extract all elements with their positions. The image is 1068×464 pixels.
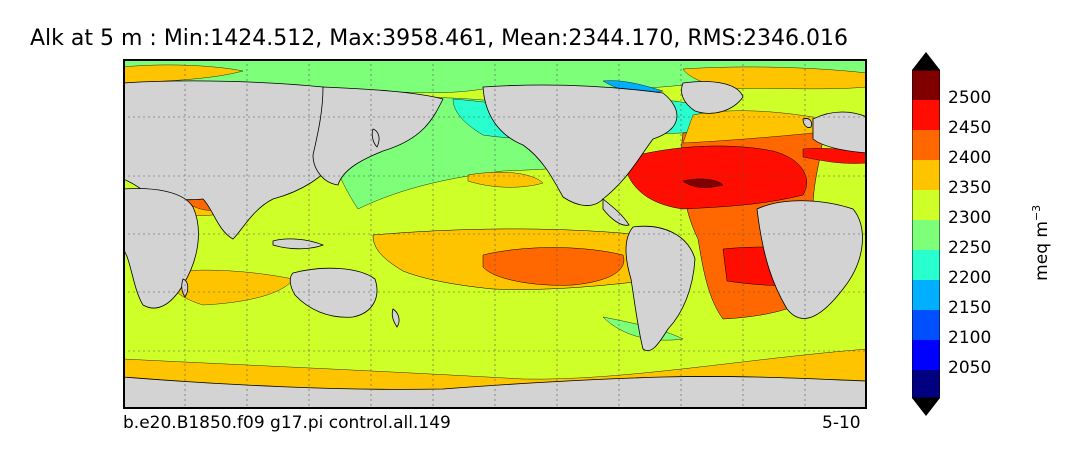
colorbar-tick-label: 2450 <box>948 118 992 138</box>
indonesia <box>272 238 325 250</box>
colorbar-tick-label: 2100 <box>948 328 992 348</box>
colorbar-bin <box>912 100 940 130</box>
atlantic-maroon <box>682 178 724 188</box>
south-america <box>625 225 696 352</box>
colorbar-bin <box>912 340 940 370</box>
colorbar-bin <box>912 130 940 160</box>
colorbar-tick-label: 2250 <box>948 238 992 258</box>
australia <box>289 267 378 318</box>
colorbar-extend-bottom <box>912 398 940 416</box>
greenland <box>681 81 744 114</box>
japan <box>371 128 380 148</box>
graticule <box>123 59 867 409</box>
colorbar-units-label: meq m−3 <box>1030 204 1052 281</box>
central-america <box>602 198 630 226</box>
europe-right <box>812 111 867 154</box>
colorbar-extend-top <box>912 52 940 70</box>
map-frame <box>123 59 867 409</box>
colorbar <box>911 52 941 416</box>
colorbar-tick-label: 2200 <box>948 268 992 288</box>
atlantic-red-north <box>622 145 807 210</box>
colorbar-bin <box>912 70 940 100</box>
colorbar-bin <box>912 370 940 398</box>
new-zealand <box>391 308 400 328</box>
case-name-label: b.e20.B1850.f09 g17.pi control.all.149 <box>123 413 451 433</box>
colorbar-bin <box>912 250 940 280</box>
colorbar-bin <box>912 310 940 340</box>
colorbar-tick-label: 2500 <box>948 88 992 108</box>
colorbar-tick-label: 2150 <box>948 298 992 318</box>
colorbar-tick-label: 2400 <box>948 148 992 168</box>
madagascar <box>181 278 189 298</box>
colorbar-bin <box>912 220 940 250</box>
colorbar-tick-label: 2350 <box>948 178 992 198</box>
colorbar-bin <box>912 160 940 190</box>
colorbar-tick-label: 2050 <box>948 358 992 378</box>
south-pacific-orange <box>482 247 625 286</box>
colorbar-tick-label: 2300 <box>948 208 992 228</box>
indian-yellow <box>162 269 294 306</box>
north-america <box>482 84 678 206</box>
years-label: 5-10 <box>822 413 861 433</box>
colorbar-bin <box>912 280 940 310</box>
map-title: Alk at 5 m : Min:1424.512, Max:3958.461,… <box>30 26 849 51</box>
africa-east-side <box>756 200 863 319</box>
alkalinity-map <box>123 59 867 409</box>
colorbar-bin <box>912 190 940 220</box>
mediterranean <box>802 148 867 164</box>
